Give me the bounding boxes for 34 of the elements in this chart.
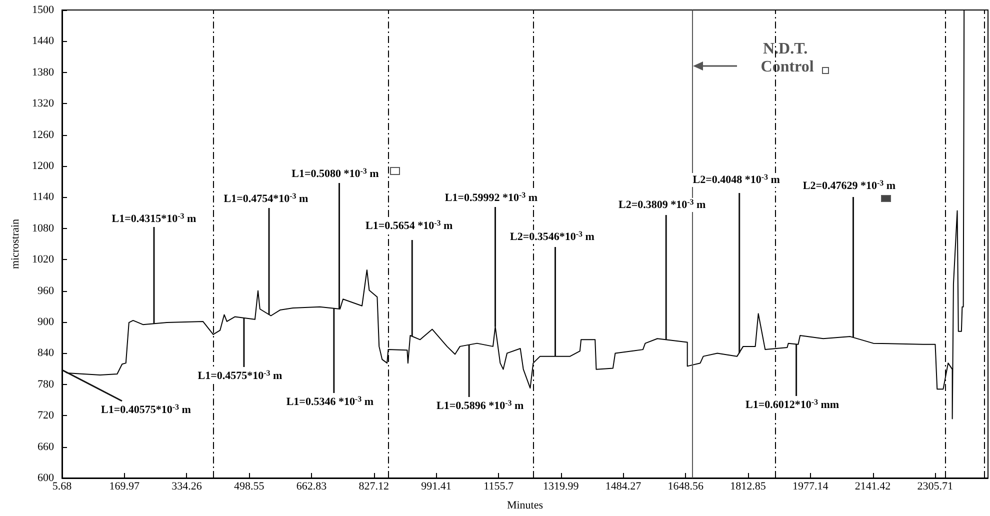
x-tick-label: 2141.42 bbox=[854, 480, 891, 492]
x-tick-label: 2305.71 bbox=[917, 480, 953, 492]
y-tick-label: 600 bbox=[38, 472, 54, 484]
x-tick-label: 662.83 bbox=[296, 480, 328, 492]
y-tick-label: 1200 bbox=[32, 160, 54, 172]
y-tick-label: 1020 bbox=[32, 254, 54, 266]
y-tick-label: 1500 bbox=[32, 4, 54, 16]
y-tick-label: 720 bbox=[38, 410, 54, 422]
x-tick-label: 5.68 bbox=[52, 480, 72, 492]
y-tick-label: 900 bbox=[38, 316, 54, 328]
x-tick-label: 1484.27 bbox=[605, 480, 642, 492]
y-tick-label: 1380 bbox=[32, 66, 54, 78]
x-tick-label: 169.97 bbox=[109, 480, 140, 492]
y-tick-label: 1260 bbox=[32, 128, 54, 141]
y-tick-label: 1140 bbox=[32, 191, 54, 204]
x-tick-label: 1155.7 bbox=[484, 480, 514, 492]
y-tick-label: 840 bbox=[38, 347, 54, 360]
x-tick-label: 1319.99 bbox=[543, 480, 580, 492]
y-tick-label: 1080 bbox=[32, 222, 54, 234]
y-axis-title: microstrain bbox=[10, 218, 22, 270]
x-tick-label: 1648.56 bbox=[668, 480, 704, 492]
y-tick-label: 780 bbox=[38, 378, 54, 390]
x-tick-label: 1812.85 bbox=[730, 480, 766, 492]
x-axis-title: Minutes bbox=[506, 500, 544, 512]
y-tick-label: 1440 bbox=[32, 35, 54, 48]
y-tick-label: 660 bbox=[38, 440, 54, 453]
x-tick-label: 1977.14 bbox=[792, 480, 829, 492]
x-tick-label: 334.26 bbox=[172, 480, 202, 492]
x-tick-label: 991.41 bbox=[421, 480, 452, 492]
x-tick-label: 498.55 bbox=[234, 480, 265, 492]
x-tick-label: 827.12 bbox=[358, 480, 389, 492]
ref-line-label: N.D.T. Control bbox=[760, 40, 814, 76]
y-tick-label: 1320 bbox=[32, 98, 54, 110]
y-tick-label: 960 bbox=[38, 284, 54, 297]
